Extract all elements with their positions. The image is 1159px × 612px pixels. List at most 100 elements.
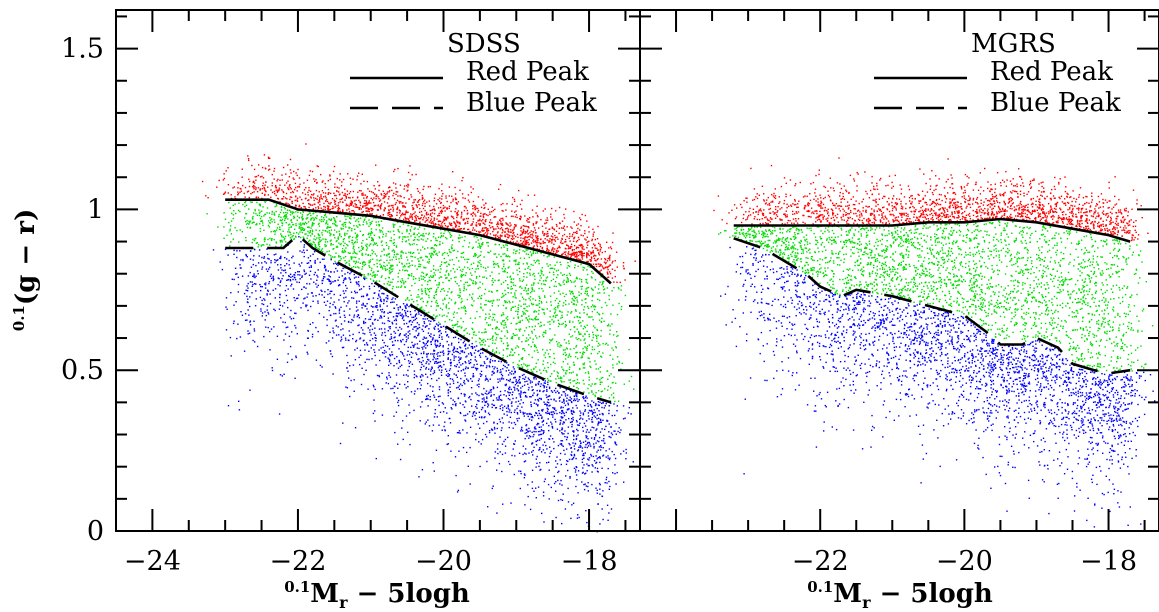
red-galaxy-point: [522, 230, 525, 232]
green-galaxy-point: [288, 231, 291, 233]
red-galaxy-point: [463, 228, 465, 230]
red-galaxy-point: [546, 245, 548, 247]
red-galaxy-point: [380, 194, 383, 196]
green-galaxy-point: [587, 387, 589, 390]
green-galaxy-point: [409, 252, 412, 254]
green-galaxy-point: [491, 342, 494, 344]
green-galaxy-point: [388, 246, 390, 248]
red-galaxy-point: [357, 191, 359, 193]
red-galaxy-point: [466, 209, 469, 212]
red-galaxy-point: [477, 220, 479, 222]
blue-galaxy-point: [611, 450, 613, 453]
green-galaxy-point: [486, 277, 488, 279]
green-galaxy-point: [449, 233, 451, 236]
green-galaxy-point: [422, 235, 424, 237]
green-galaxy-point: [546, 349, 548, 351]
green-galaxy-point: [518, 321, 520, 323]
green-galaxy-point: [358, 246, 360, 249]
green-galaxy-point: [612, 397, 615, 399]
red-galaxy-point: [353, 211, 356, 213]
red-galaxy-point: [523, 244, 525, 246]
red-galaxy-point: [517, 236, 519, 239]
red-galaxy-point: [432, 220, 434, 223]
red-galaxy-point: [556, 251, 558, 253]
blue-galaxy-point: [473, 411, 476, 413]
red-galaxy-point: [328, 205, 330, 208]
green-galaxy-point: [600, 355, 602, 357]
green-galaxy-point: [477, 268, 479, 270]
green-galaxy-point: [441, 309, 444, 311]
blue-galaxy-point: [438, 424, 440, 426]
green-galaxy-point: [553, 292, 555, 294]
red-galaxy-point: [572, 252, 574, 255]
red-galaxy-point: [320, 207, 322, 209]
red-galaxy-point: [596, 247, 598, 250]
green-galaxy-point: [553, 256, 555, 258]
green-galaxy-point: [602, 312, 604, 315]
red-galaxy-point: [378, 197, 380, 200]
green-galaxy-point: [373, 217, 375, 219]
green-galaxy-point: [305, 218, 307, 220]
green-galaxy-point: [352, 247, 354, 249]
green-galaxy-point: [338, 256, 340, 258]
green-galaxy-point: [339, 233, 341, 235]
green-galaxy-point: [233, 210, 235, 212]
red-galaxy-point: [438, 200, 441, 202]
red-galaxy-point: [410, 194, 412, 196]
blue-galaxy-point: [292, 255, 294, 257]
red-galaxy-point: [278, 187, 280, 189]
blue-galaxy-point: [426, 376, 429, 378]
green-galaxy-point: [274, 231, 276, 233]
green-galaxy-point: [359, 224, 361, 226]
red-galaxy-point: [577, 251, 580, 253]
red-galaxy-point: [480, 206, 483, 209]
red-galaxy-point: [351, 210, 353, 212]
red-galaxy-point: [512, 236, 514, 238]
red-galaxy-point: [273, 190, 276, 193]
green-galaxy-point: [281, 218, 284, 221]
green-galaxy-point: [515, 323, 517, 325]
green-galaxy-point: [503, 324, 505, 326]
red-galaxy-point: [477, 211, 479, 213]
green-galaxy-point: [591, 310, 594, 313]
green-galaxy-point: [502, 281, 505, 284]
red-galaxy-point: [499, 228, 501, 230]
green-galaxy-point: [500, 283, 503, 285]
green-galaxy-point: [392, 225, 395, 227]
blue-galaxy-point: [542, 379, 544, 381]
green-galaxy-point: [402, 223, 405, 225]
green-galaxy-point: [586, 273, 589, 276]
green-galaxy-point: [601, 281, 604, 283]
green-galaxy-point: [534, 345, 537, 347]
blue-galaxy-point: [422, 338, 424, 340]
green-galaxy-point: [469, 278, 471, 280]
blue-galaxy-point: [423, 365, 425, 367]
blue-galaxy-point: [263, 335, 265, 338]
red-galaxy-point: [608, 257, 610, 260]
green-galaxy-point: [238, 241, 240, 243]
green-galaxy-point: [340, 243, 342, 245]
green-galaxy-point: [603, 320, 605, 322]
green-galaxy-point: [608, 298, 610, 301]
green-galaxy-point: [459, 291, 461, 294]
red-galaxy-point: [547, 249, 549, 251]
red-galaxy-point: [524, 241, 527, 243]
red-galaxy-point: [499, 235, 502, 237]
red-galaxy-point: [292, 177, 294, 179]
green-galaxy-point: [439, 265, 441, 267]
green-galaxy-point: [569, 348, 572, 350]
green-galaxy-point: [562, 361, 564, 363]
green-galaxy-point: [393, 226, 395, 228]
blue-galaxy-point: [395, 318, 397, 320]
blue-galaxy-point: [295, 356, 297, 359]
red-galaxy-point: [566, 226, 568, 228]
red-galaxy-point: [472, 188, 474, 190]
blue-galaxy-point: [430, 368, 432, 370]
green-galaxy-point: [526, 263, 529, 265]
green-galaxy-point: [385, 233, 387, 235]
blue-galaxy-point: [265, 262, 268, 264]
red-galaxy-point: [466, 220, 469, 223]
green-galaxy-point: [574, 297, 576, 299]
green-galaxy-point: [232, 204, 234, 207]
green-galaxy-point: [356, 241, 358, 243]
